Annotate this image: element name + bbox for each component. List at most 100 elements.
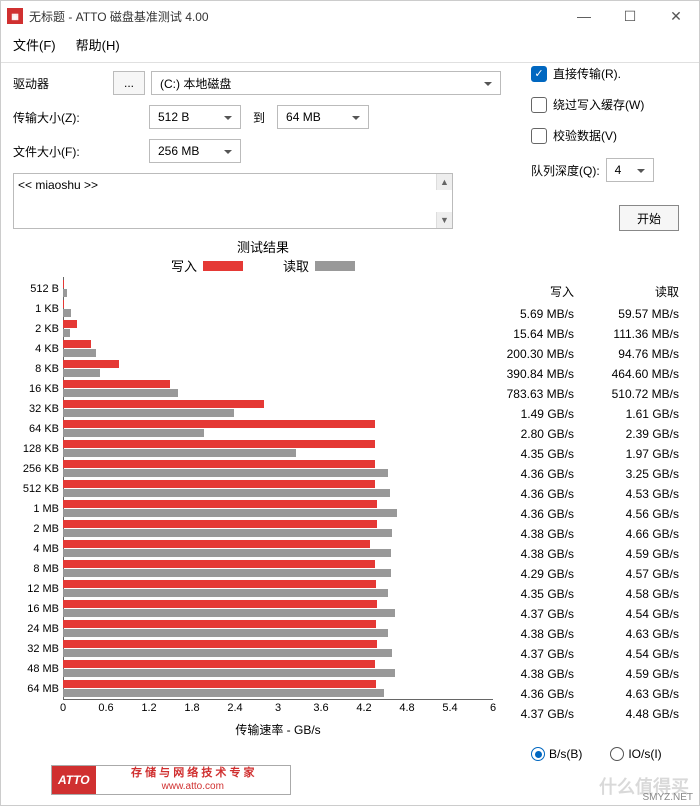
cell-write: 4.36 GB/s <box>481 684 586 704</box>
radio-iops-input[interactable] <box>610 747 624 761</box>
bar-group <box>63 439 493 459</box>
table-row: 4.38 GB/s4.59 GB/s <box>481 664 691 684</box>
chart-bars <box>63 277 493 699</box>
cell-write: 4.38 GB/s <box>481 544 586 564</box>
bar-read <box>63 589 388 597</box>
bar-read <box>63 409 234 417</box>
cell-write: 4.36 GB/s <box>481 504 586 524</box>
bar-write <box>63 660 375 668</box>
browse-button[interactable]: ... <box>113 71 145 95</box>
bar-read <box>63 449 296 457</box>
table-row: 390.84 MB/s464.60 MB/s <box>481 364 691 384</box>
table-row: 4.35 GB/s4.58 GB/s <box>481 584 691 604</box>
bar-write <box>63 460 375 468</box>
label-file-size: 文件大小(F): <box>13 143 113 160</box>
checkbox-bypass[interactable] <box>531 97 547 113</box>
radio-bps[interactable]: B/s(B) <box>531 747 582 761</box>
bar-write <box>63 620 376 628</box>
table-row: 4.37 GB/s4.48 GB/s <box>481 704 691 724</box>
size-to-select[interactable]: 64 MB <box>277 105 369 129</box>
table-row: 5.69 MB/s59.57 MB/s <box>481 304 691 324</box>
bar-group <box>63 679 493 699</box>
drive-select[interactable]: (C:) 本地磁盘 <box>151 71 501 95</box>
cell-read: 4.54 GB/s <box>586 604 691 624</box>
x-tick-label: 2.4 <box>227 702 242 714</box>
cell-read: 510.72 MB/s <box>586 384 691 404</box>
scroll-down-icon[interactable]: ▼ <box>436 212 452 228</box>
x-tick-label: 4.8 <box>399 702 414 714</box>
checkbox-direct[interactable]: ✓ <box>531 66 547 82</box>
bar-write <box>63 580 376 588</box>
menu-file[interactable]: 文件(F) <box>13 35 56 54</box>
bar-write <box>63 320 77 328</box>
y-tick-label: 48 MB <box>13 659 59 679</box>
label-verify: 校验数据(V) <box>553 127 617 144</box>
cell-write: 4.35 GB/s <box>481 444 586 464</box>
bar-write <box>63 400 264 408</box>
cell-read: 4.57 GB/s <box>586 564 691 584</box>
option-direct[interactable]: ✓ 直接传输(R). <box>531 65 691 82</box>
bar-group <box>63 519 493 539</box>
bar-read <box>63 389 178 397</box>
description-textarea[interactable]: << miaoshu >> ▲ ▼ <box>13 173 453 229</box>
bar-write <box>63 560 375 568</box>
cell-write: 4.38 GB/s <box>481 664 586 684</box>
bar-group <box>63 399 493 419</box>
legend-write-swatch <box>203 261 243 271</box>
watermark-url: SMYZ.NET <box>642 792 693 803</box>
table-row: 4.36 GB/s4.53 GB/s <box>481 484 691 504</box>
table-row: 2.80 GB/s2.39 GB/s <box>481 424 691 444</box>
cell-read: 3.25 GB/s <box>586 464 691 484</box>
bar-write <box>63 300 64 308</box>
y-tick-label: 64 KB <box>13 419 59 439</box>
y-tick-label: 8 MB <box>13 559 59 579</box>
table-row: 4.38 GB/s4.63 GB/s <box>481 624 691 644</box>
bar-group <box>63 479 493 499</box>
file-size-select[interactable]: 256 MB <box>149 139 241 163</box>
bar-group <box>63 319 493 339</box>
option-bypass[interactable]: 绕过写入缓存(W) <box>531 96 691 113</box>
size-from-select[interactable]: 512 B <box>149 105 241 129</box>
scroll-up-icon[interactable]: ▲ <box>436 174 452 190</box>
minimize-button[interactable]: — <box>561 1 607 31</box>
maximize-button[interactable]: ☐ <box>607 1 653 31</box>
bar-write <box>63 340 91 348</box>
y-tick-label: 24 MB <box>13 619 59 639</box>
cell-read: 111.36 MB/s <box>586 324 691 344</box>
checkbox-verify[interactable] <box>531 128 547 144</box>
bar-read <box>63 369 100 377</box>
bar-group <box>63 619 493 639</box>
cell-read: 4.56 GB/s <box>586 504 691 524</box>
radio-bps-input[interactable] <box>531 747 545 761</box>
y-tick-label: 128 KB <box>13 439 59 459</box>
label-direct: 直接传输(R). <box>553 65 621 82</box>
close-button[interactable]: ✕ <box>653 1 699 31</box>
option-verify[interactable]: 校验数据(V) <box>531 127 691 144</box>
bar-read <box>63 569 391 577</box>
radio-iops[interactable]: IO/s(I) <box>610 747 661 761</box>
bar-read <box>63 529 392 537</box>
description-value: << miaoshu >> <box>18 178 98 192</box>
queue-depth-select[interactable]: 4 <box>606 158 654 182</box>
bar-read <box>63 669 395 677</box>
radio-bps-label: B/s(B) <box>549 747 582 761</box>
y-tick-label: 32 MB <box>13 639 59 659</box>
y-tick-label: 1 KB <box>13 299 59 319</box>
y-tick-label: 32 KB <box>13 399 59 419</box>
cell-write: 4.38 GB/s <box>481 624 586 644</box>
x-tick-label: 4.2 <box>356 702 371 714</box>
chart-x-label: 传输速率 - GB/s <box>63 719 493 738</box>
menu-help[interactable]: 帮助(H) <box>76 35 120 54</box>
bar-read <box>63 689 384 697</box>
label-bypass: 绕过写入缓存(W) <box>553 96 644 113</box>
table-row: 783.63 MB/s510.72 MB/s <box>481 384 691 404</box>
bar-group <box>63 499 493 519</box>
bar-write <box>63 480 375 488</box>
bar-write <box>63 500 377 508</box>
y-tick-label: 8 KB <box>13 359 59 379</box>
y-tick-label: 256 KB <box>13 459 59 479</box>
table-row: 4.37 GB/s4.54 GB/s <box>481 644 691 664</box>
start-button[interactable]: 开始 <box>619 205 679 231</box>
cell-read: 4.53 GB/s <box>586 484 691 504</box>
label-transfer-size: 传输大小(Z): <box>13 109 113 126</box>
